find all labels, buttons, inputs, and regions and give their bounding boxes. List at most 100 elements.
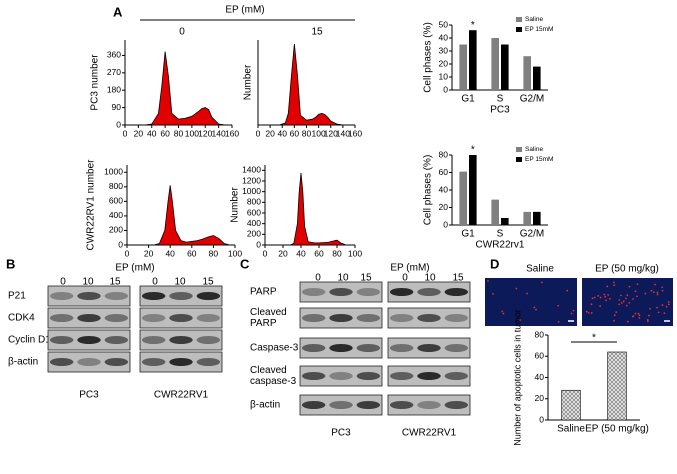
bar xyxy=(469,30,477,90)
panel-label: C xyxy=(240,256,250,271)
blot-band xyxy=(301,344,326,352)
x-tick-label: 60 xyxy=(290,128,300,138)
blot-band xyxy=(196,358,221,366)
x-tick-label: 40 xyxy=(165,248,175,258)
row-label: P21 xyxy=(8,291,26,302)
y-tick-label: 200 xyxy=(109,225,123,235)
cell-line-label: PC3 xyxy=(79,390,99,401)
blot-band xyxy=(196,292,221,300)
axis-line xyxy=(257,40,355,126)
x-tick-label: 100 xyxy=(312,128,326,138)
row-label: Cleaved xyxy=(250,307,287,318)
tissue-dot xyxy=(628,285,631,288)
row-label: PARP xyxy=(250,318,277,329)
tissue-dot xyxy=(597,294,600,297)
y-tick-label: 0 xyxy=(116,119,121,129)
blot-band xyxy=(444,314,469,322)
dose-header: EP (mM) xyxy=(390,263,429,274)
x-tick-label: 120 xyxy=(324,128,338,138)
row-label: Cleaved xyxy=(250,365,287,376)
tissue-dot xyxy=(663,312,666,315)
blot-band xyxy=(169,336,193,344)
tissue-dot xyxy=(626,320,629,323)
blot-strip xyxy=(387,394,471,416)
y-tick-label: 0 xyxy=(443,219,448,229)
row-label: β-actin xyxy=(250,400,280,411)
group-label: EP (50 mg/kg) xyxy=(595,264,659,275)
x-tick-label: 20 xyxy=(134,128,144,138)
cell-line-label: CWR22RV1 xyxy=(402,428,457,439)
significance: * xyxy=(471,145,475,156)
x-tick-label: S xyxy=(497,229,504,240)
y-tick-label: 800 xyxy=(247,197,261,207)
x-tick-label: S xyxy=(497,94,504,105)
tissue-dot xyxy=(638,314,641,317)
tissue-dot xyxy=(618,299,621,301)
blot-band xyxy=(389,288,414,296)
tissue-dot xyxy=(618,303,621,306)
x-tick-label: 60 xyxy=(160,128,170,138)
bar xyxy=(533,211,541,225)
blot-band xyxy=(356,372,381,380)
blot-band xyxy=(389,344,414,352)
tissue-dot xyxy=(557,304,560,307)
tissue-dot xyxy=(667,301,670,303)
legend-swatch xyxy=(516,157,522,162)
legend-label: EP 15mM xyxy=(525,26,553,33)
y-tick-label: 0 xyxy=(539,414,544,424)
dose-header: EP (mM) xyxy=(225,5,264,16)
y-tick-label: 200 xyxy=(247,229,261,239)
x-tick-label: 0 xyxy=(263,248,268,258)
tissue-dot xyxy=(603,293,606,296)
x-tick-label: 160 xyxy=(348,128,362,138)
blot-band xyxy=(104,336,129,344)
tissue-dot xyxy=(492,292,494,295)
y-tick-label: 1000 xyxy=(242,186,261,196)
tissue-dot xyxy=(628,301,631,304)
blot-band xyxy=(196,336,221,344)
tissue-dot xyxy=(625,297,627,300)
row-label: Cyclin D1 xyxy=(8,335,51,346)
blot-band xyxy=(169,358,193,366)
dose-label: 10 xyxy=(424,273,436,284)
tissue-dot xyxy=(636,295,638,298)
tissue-dot xyxy=(661,289,664,292)
x-tick-label: G2/M xyxy=(520,229,544,240)
tissue-dot xyxy=(599,296,602,299)
tissue-dot xyxy=(656,306,659,309)
tissue-dot xyxy=(607,293,610,296)
tissue-dot xyxy=(606,285,609,288)
legend-swatch xyxy=(516,27,522,32)
blot-band xyxy=(141,292,166,300)
tissue-dot xyxy=(637,312,640,315)
legend-swatch xyxy=(516,147,522,152)
blot-band xyxy=(417,372,441,380)
x-axis-label: PC3 xyxy=(490,105,510,116)
tissue-dot xyxy=(587,311,590,314)
y-tick-label: 20 xyxy=(439,58,449,68)
x-tick-label: 20 xyxy=(265,128,275,138)
blot-band xyxy=(141,314,166,322)
y-tick-label: 400 xyxy=(247,218,261,228)
blot-band xyxy=(329,288,353,296)
legend-label: Saline xyxy=(525,16,543,23)
y-tick-label: 80 xyxy=(439,149,449,159)
y-tick-label: 800 xyxy=(109,181,123,191)
dose-label: 0 xyxy=(402,273,408,284)
cell-line-label: PC3 xyxy=(331,428,351,439)
dose-label: 0 xyxy=(152,277,158,288)
tissue-dot xyxy=(590,303,593,306)
dose-label: 15 xyxy=(311,27,323,38)
y-tick-label: 40 xyxy=(535,372,545,382)
tissue-dot xyxy=(613,281,615,284)
blot-band xyxy=(444,288,469,296)
blot-band xyxy=(49,358,74,366)
x-tick-label: 80 xyxy=(302,128,312,138)
blot-band xyxy=(329,372,353,380)
tissue-dot xyxy=(570,312,573,315)
tissue-image xyxy=(582,278,673,326)
axis-line xyxy=(264,165,355,246)
significance: * xyxy=(592,333,596,344)
x-tick-label: 40 xyxy=(147,128,157,138)
bar xyxy=(501,44,509,90)
